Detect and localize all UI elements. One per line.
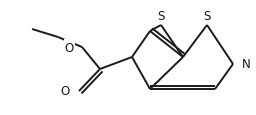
Text: O: O (65, 41, 74, 54)
Text: S: S (157, 10, 165, 23)
Text: O: O (61, 85, 70, 98)
Text: N: N (242, 58, 251, 71)
Text: S: S (203, 10, 211, 23)
